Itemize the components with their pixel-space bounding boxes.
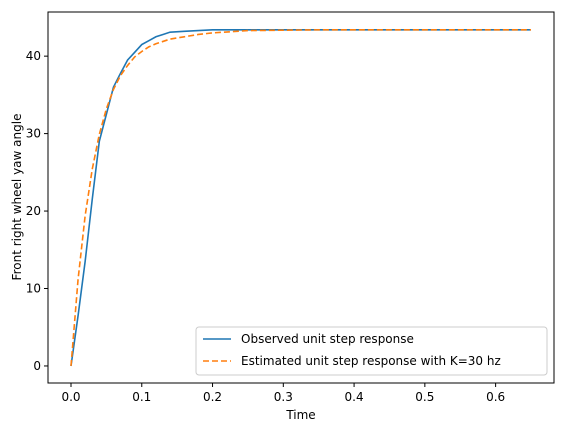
y-tick-label: 10 bbox=[26, 282, 41, 296]
y-axis-label: Front right wheel yaw angle bbox=[10, 114, 24, 281]
legend: Observed unit step response Estimated un… bbox=[195, 326, 548, 376]
y-tick-label: 0 bbox=[33, 359, 41, 373]
plot-frame bbox=[47, 11, 555, 384]
series-line-estimated bbox=[70, 29, 531, 367]
y-tick-label: 30 bbox=[26, 127, 41, 141]
x-tick-label: 0.5 bbox=[415, 390, 434, 404]
x-tick-label: 0.3 bbox=[274, 390, 293, 404]
legend-label-observed: Observed unit step response bbox=[241, 332, 414, 346]
y-tick-label: 20 bbox=[26, 204, 41, 218]
ticks-layer: 0.0 0.1 0.2 0.3 0.4 0.5 0.6 0 10 20 30 40 bbox=[26, 49, 505, 404]
x-tick-label: 0.1 bbox=[132, 390, 151, 404]
plot-layer bbox=[70, 29, 531, 367]
x-tick-label: 0.4 bbox=[345, 390, 364, 404]
x-tick-label: 0.0 bbox=[61, 390, 80, 404]
y-tick-label: 40 bbox=[26, 49, 41, 63]
x-tick-label: 0.6 bbox=[486, 390, 505, 404]
x-axis-label: Time bbox=[285, 408, 315, 422]
legend-box bbox=[195, 326, 548, 376]
legend-label-estimated: Estimated unit step response with K=30 h… bbox=[241, 354, 501, 368]
x-tick-label: 0.2 bbox=[203, 390, 222, 404]
